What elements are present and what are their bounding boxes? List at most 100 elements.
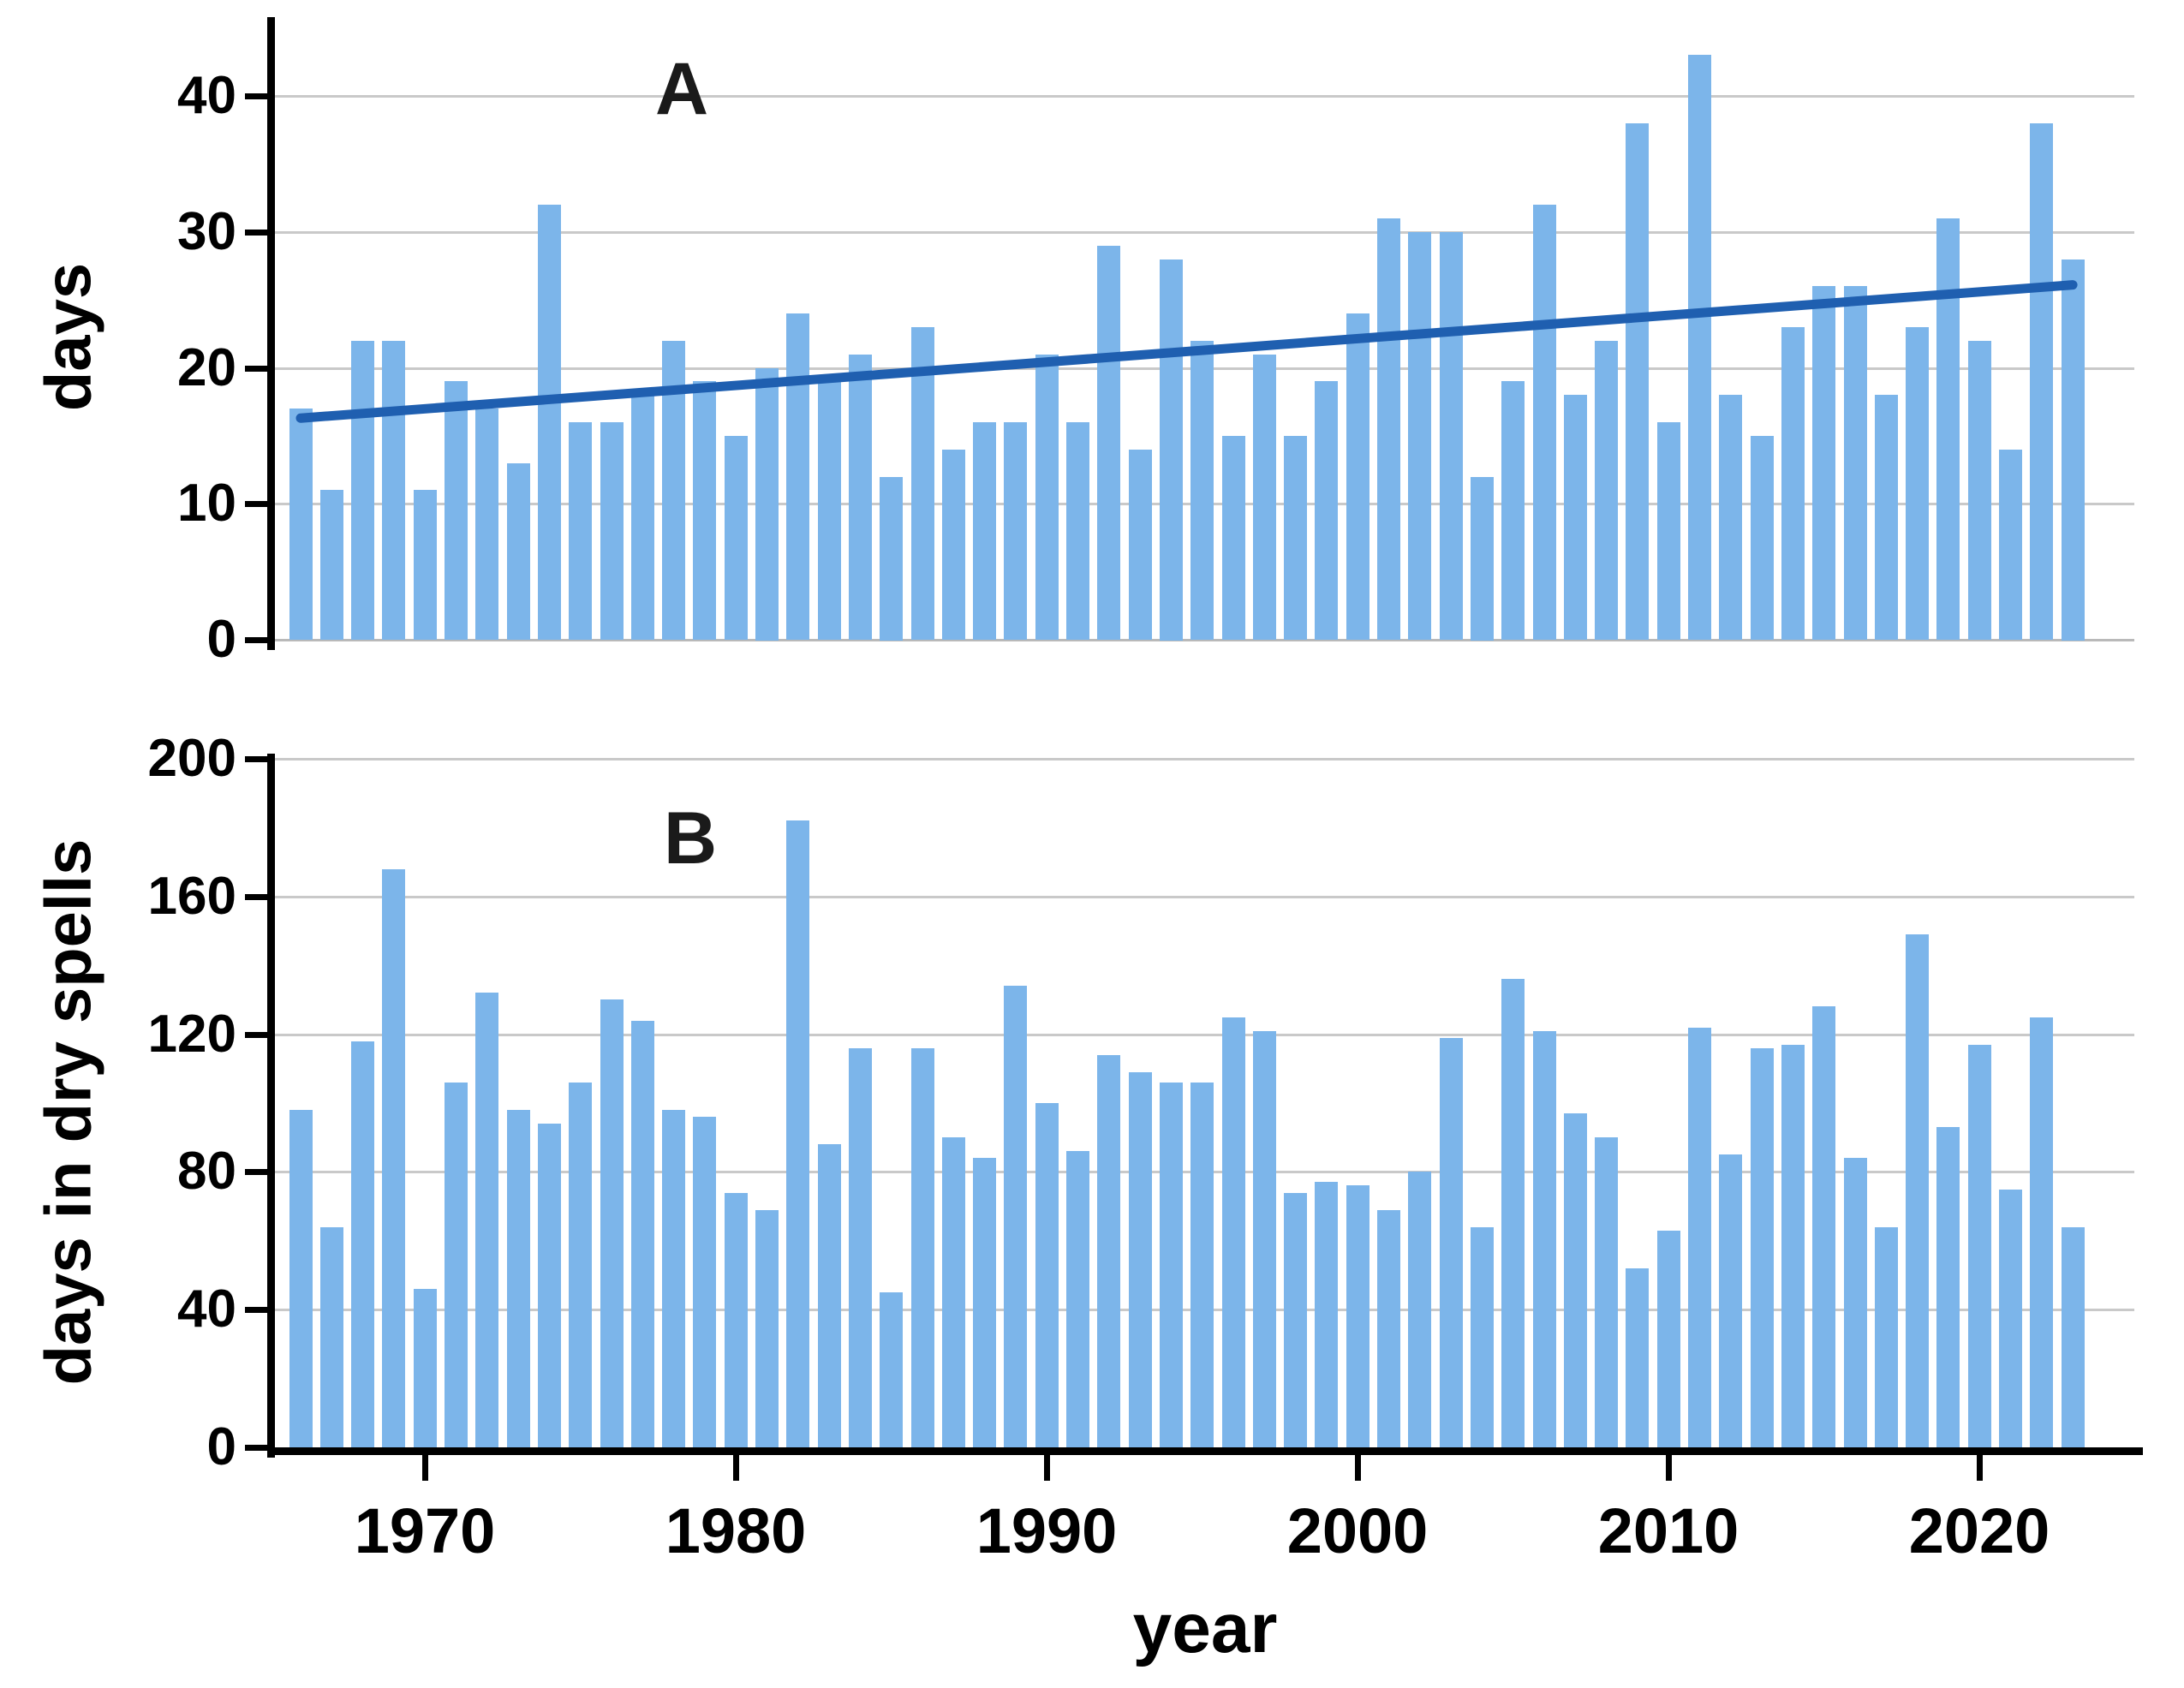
bar-b-1983	[818, 1144, 841, 1447]
bar-b-2001	[1377, 1210, 1400, 1447]
bar-b-1985	[880, 1292, 903, 1447]
bar-a-2022	[2030, 123, 2053, 640]
panel-a-y-axis-title: days	[32, 262, 105, 412]
x-tick-1990	[1044, 1455, 1050, 1481]
bar-a-1990	[1035, 355, 1059, 640]
bar-b-1974	[538, 1124, 561, 1447]
bar-b-1997	[1253, 1031, 1276, 1447]
x-tick-label-2020: 2020	[1908, 1495, 2050, 1566]
bar-b-1993	[1129, 1072, 1152, 1447]
y-tick-a-30	[245, 230, 267, 236]
gridline-b-200	[275, 758, 2134, 760]
bar-a-2004	[1471, 477, 1494, 641]
bar-b-2019	[1936, 1127, 1960, 1447]
bar-a-2003	[1440, 232, 1463, 640]
x-tick-label-2000: 2000	[1286, 1495, 1429, 1566]
y-tick-b-160	[245, 894, 267, 900]
bar-b-2005	[1501, 979, 1525, 1447]
bar-b-1980	[725, 1193, 748, 1447]
bar-a-2019	[1936, 218, 1960, 640]
bar-b-1982	[786, 820, 809, 1447]
y-tick-b-200	[245, 756, 267, 762]
bar-b-2008	[1595, 1137, 1618, 1447]
bar-b-2010	[1657, 1231, 1680, 1447]
bar-b-2003	[1440, 1038, 1463, 1447]
bar-a-1988	[973, 422, 996, 640]
bar-b-2018	[1906, 934, 1929, 1447]
bar-b-1971	[445, 1083, 468, 1447]
bar-b-1989	[1004, 986, 1027, 1447]
bar-a-2020	[1968, 341, 1991, 640]
y-tick-label-a-20: 20	[177, 338, 236, 397]
gridline-a-30	[275, 231, 2134, 234]
bar-a-1993	[1129, 450, 1152, 640]
y-tick-label-b-160: 160	[147, 867, 236, 926]
bar-a-1968	[351, 341, 374, 640]
x-tick-2020	[1977, 1455, 1983, 1481]
bar-a-1999	[1315, 381, 1338, 640]
bar-b-1990	[1035, 1103, 1059, 1447]
y-tick-a-20	[245, 366, 267, 372]
bar-a-2015	[1812, 286, 1835, 640]
bar-b-1979	[693, 1117, 716, 1447]
bar-a-1989	[1004, 422, 1027, 640]
bar-a-1997	[1253, 355, 1276, 640]
bar-a-1974	[538, 205, 561, 640]
bar-b-1995	[1190, 1083, 1214, 1447]
bar-b-2016	[1844, 1158, 1867, 1447]
bar-b-1991	[1066, 1151, 1089, 1447]
bar-a-2006	[1533, 205, 1556, 640]
panel-a-trend-line	[295, 280, 2078, 423]
y-tick-label-a-10: 10	[177, 474, 236, 533]
bar-b-1999	[1315, 1182, 1338, 1447]
bar-b-1976	[600, 999, 624, 1447]
bar-a-1970	[414, 490, 437, 640]
bar-a-2018	[1906, 327, 1929, 640]
bar-a-2014	[1781, 327, 1805, 640]
bar-b-2021	[1999, 1190, 2022, 1447]
bar-b-2004	[1471, 1227, 1494, 1447]
bar-b-1978	[662, 1110, 685, 1447]
x-tick-2010	[1666, 1455, 1672, 1481]
x-tick-label-1980: 1980	[665, 1495, 807, 1566]
bar-b-2012	[1719, 1154, 1742, 1447]
bar-a-1967	[320, 490, 343, 640]
bar-a-1992	[1097, 246, 1120, 640]
bar-a-2017	[1875, 395, 1898, 640]
bar-a-1996	[1222, 436, 1245, 640]
bar-a-1978	[662, 341, 685, 640]
bar-a-1998	[1284, 436, 1307, 640]
y-tick-label-b-40: 40	[177, 1279, 236, 1339]
bar-a-2000	[1346, 313, 1369, 640]
bar-b-1967	[320, 1227, 343, 1447]
x-axis	[267, 1447, 2143, 1455]
x-tick-2000	[1355, 1455, 1361, 1481]
gridline-a-40	[275, 95, 2134, 98]
bar-b-2022	[2030, 1017, 2053, 1447]
bar-a-2011	[1688, 55, 1711, 640]
bar-a-1981	[755, 368, 779, 641]
y-tick-b-120	[245, 1032, 267, 1038]
bar-b-2017	[1875, 1227, 1898, 1447]
bar-a-2002	[1408, 232, 1431, 640]
y-tick-a-40	[245, 93, 267, 99]
bar-a-1972	[475, 409, 498, 640]
y-tick-b-80	[245, 1169, 267, 1175]
bar-a-2008	[1595, 341, 1618, 640]
panel-b-y-axis-title: days in dry spells	[32, 838, 105, 1386]
bar-b-1992	[1097, 1055, 1120, 1447]
bar-a-2013	[1751, 436, 1774, 640]
bar-a-2023	[2062, 259, 2085, 641]
bar-b-2002	[1408, 1172, 1431, 1447]
bar-a-1966	[289, 409, 313, 640]
bar-a-1987	[942, 450, 965, 640]
bar-b-1994	[1160, 1083, 1183, 1447]
bar-b-2006	[1533, 1031, 1556, 1447]
bar-b-1966	[289, 1110, 313, 1447]
panel-b-letter: B	[664, 797, 718, 880]
y-tick-a-0	[245, 637, 267, 643]
y-tick-label-b-0: 0	[206, 1417, 236, 1476]
y-axis-b	[267, 754, 275, 1458]
x-axis-title: year	[1132, 1590, 1278, 1667]
